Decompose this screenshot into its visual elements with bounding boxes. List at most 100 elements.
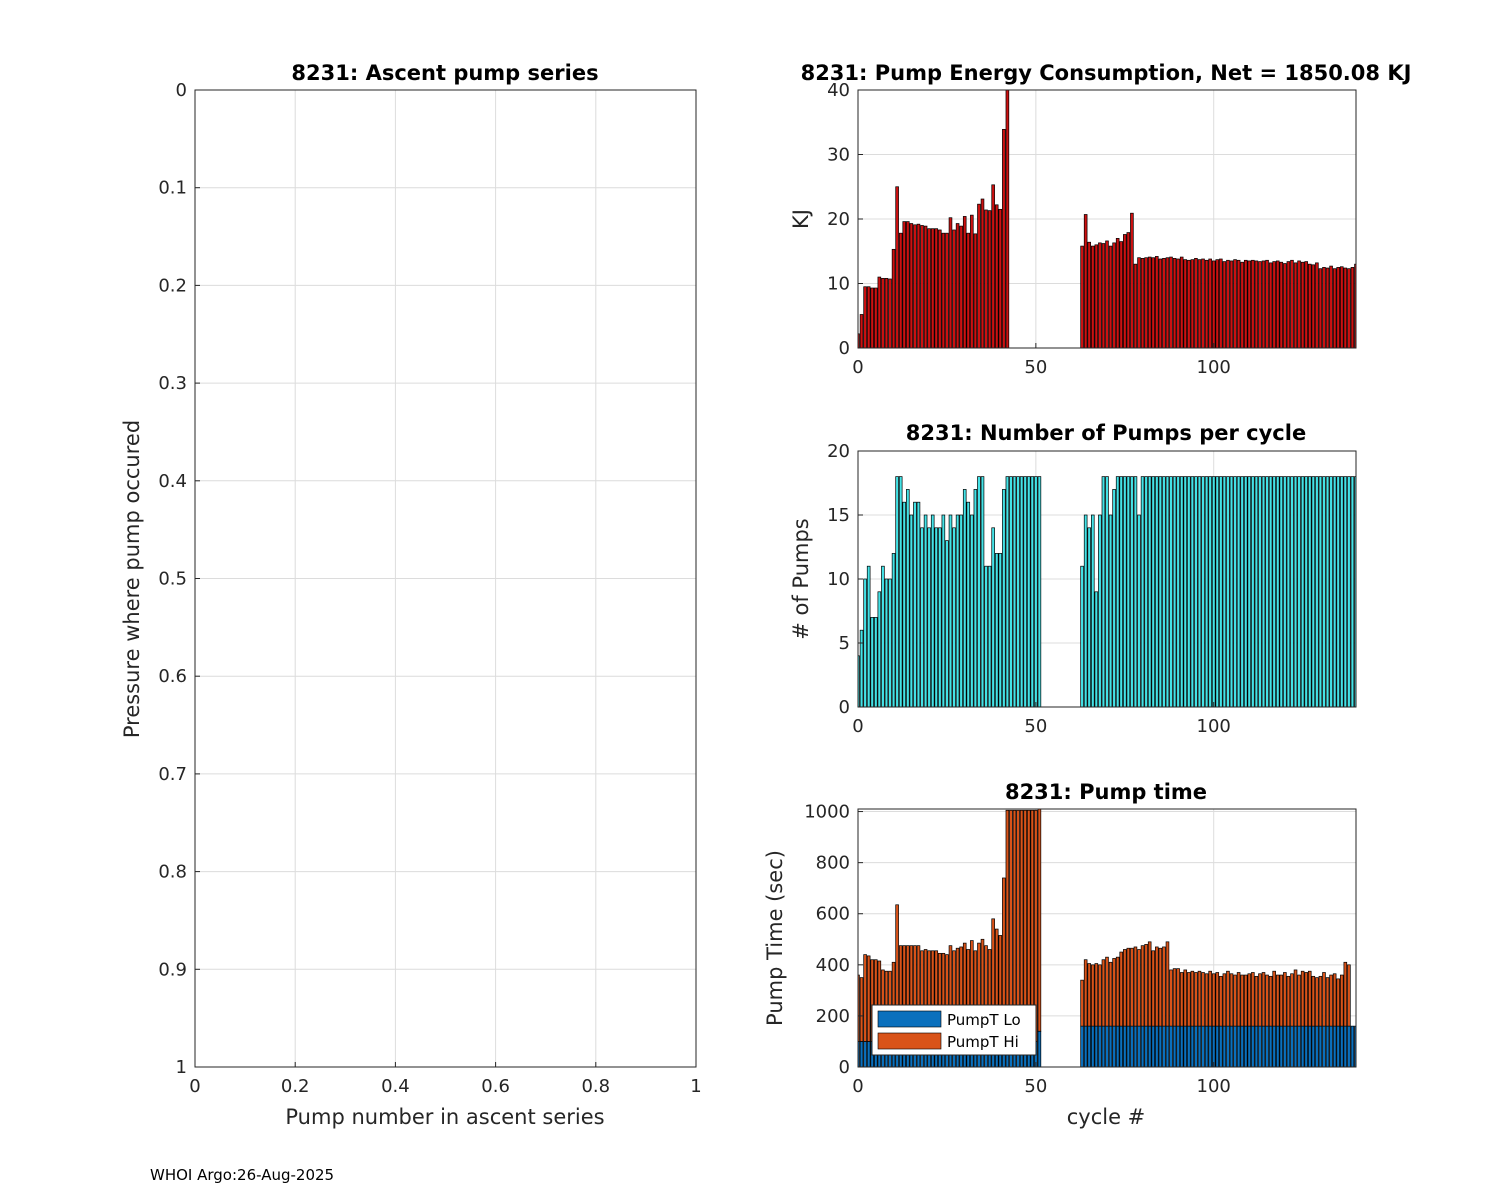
pumps-title: 8231: Number of Pumps per cycle (906, 421, 1306, 445)
pumpt-lo-bar (1219, 1025, 1223, 1068)
energy-bar (1147, 256, 1152, 349)
pumpt-hi-bar (1126, 947, 1131, 1027)
pumps-bar (1108, 514, 1113, 708)
pumps-bar (938, 527, 942, 708)
pumpt-hi-bar (1233, 974, 1237, 1027)
energy-bar (1119, 241, 1124, 349)
pumps-bar (1165, 476, 1170, 708)
energy-bar (1336, 267, 1340, 349)
energy-bar (1083, 214, 1088, 349)
pumps-bar (1211, 476, 1216, 708)
pumps-bar (1229, 476, 1234, 708)
pumps-bar (1080, 565, 1084, 708)
pumps-bar (977, 476, 981, 708)
pumps-bar (1283, 476, 1287, 708)
energy-bar (927, 228, 931, 349)
pumpt-lo-bar (1137, 1025, 1141, 1068)
pumps-bar (1236, 476, 1241, 708)
pumpt-hi-bar (1300, 970, 1305, 1027)
pumps-bar (1311, 476, 1316, 708)
pumpt-lo-bar (1126, 1025, 1131, 1068)
pumpt-hi-bar (1119, 951, 1124, 1027)
energy-bar (955, 223, 960, 349)
pumpt-hi-bar (1215, 972, 1220, 1027)
energy-bar (1258, 261, 1262, 349)
energy-bar (980, 198, 985, 349)
energy-bar (1347, 268, 1351, 349)
pumpt-hi-bar (1211, 973, 1216, 1027)
pumpt-lo-bar (1283, 1025, 1287, 1068)
ytick-label: 0.2 (158, 275, 187, 296)
energy-bar (1123, 234, 1127, 349)
pumpt-hi-bar (1293, 969, 1298, 1027)
pumps-bar (1016, 476, 1020, 708)
pumps-bar (1226, 476, 1230, 708)
pumpt-lo-bar (1151, 1025, 1156, 1068)
energy-bar (913, 224, 917, 349)
energy-bars (857, 89, 1357, 349)
pumps-bar (1034, 476, 1038, 708)
pumps-bar (1137, 514, 1141, 708)
pumps-bar (952, 527, 956, 708)
energy-bar (987, 210, 992, 349)
pumps-bar (1279, 476, 1284, 708)
pumps-bar (984, 565, 988, 708)
energy-bar (881, 277, 885, 349)
energy-bar (1254, 260, 1259, 349)
energy-axes: 0 50 100 0 10 20 30 40 8231: Pump Energy Consum… (789, 61, 1411, 378)
energy-bar (874, 287, 878, 349)
pumpt-hi-bar (1123, 949, 1127, 1027)
pumps-bar (1140, 476, 1145, 708)
energy-bar (1169, 256, 1173, 349)
pumpt-lo-bar (1236, 1025, 1241, 1068)
energy-bar (1098, 242, 1102, 349)
energy-bar (984, 209, 988, 349)
energy-bar (952, 229, 956, 349)
energy-bar (866, 286, 871, 349)
energy-bar (1194, 257, 1198, 349)
pumpt-lo-bar (1169, 1025, 1173, 1068)
pumpt-hi-bar (1115, 956, 1120, 1027)
pumps-bar (1322, 476, 1326, 708)
ytick-label: 15 (827, 505, 850, 526)
legend-swatch-hi (877, 1032, 942, 1050)
pumps-bar (1183, 476, 1188, 708)
pumpt-hi-bar (1190, 970, 1195, 1027)
pumpt-lo-bar (1098, 1025, 1102, 1068)
pumpt-hi-bar (1236, 972, 1241, 1027)
ytick-label: 0.5 (158, 569, 187, 590)
pumps-bar (1119, 476, 1124, 708)
energy-bar (1176, 258, 1180, 349)
pumpt-lo-bar (1226, 1025, 1230, 1068)
pumpt-hi-bar (863, 954, 867, 1042)
ytick-label: 0.3 (158, 373, 187, 394)
pumps-bar (1297, 476, 1301, 708)
pumps-bar (927, 527, 931, 708)
pumpt-hi-bar (1165, 941, 1170, 1027)
pumpt-lo-bar (1162, 1025, 1166, 1068)
energy-bar (994, 204, 999, 349)
pumpt-hi-bar (1151, 950, 1156, 1027)
pumps-bar (934, 527, 939, 708)
xtick-label: 0.4 (381, 1076, 410, 1097)
pumpt-lo-bar (1147, 1025, 1152, 1068)
energy-bar (1251, 259, 1255, 349)
energy-bar (1108, 245, 1113, 349)
pumps-bar (959, 514, 963, 708)
energy-bar (916, 223, 921, 349)
energy-bar (1311, 264, 1316, 349)
pumps-bar (945, 540, 949, 708)
pumps-bar (898, 476, 903, 708)
pumps-bar (874, 617, 878, 708)
pumps-bar (1251, 476, 1255, 708)
pumps-bar (891, 553, 896, 708)
pumpt-lo-bar (1265, 1025, 1269, 1068)
energy-bar (1233, 259, 1237, 349)
pumpt-lo-bar (1329, 1025, 1333, 1068)
energy-bar (920, 225, 924, 349)
pumpt-lo-bar (863, 1041, 867, 1068)
energy-bar (1293, 262, 1298, 349)
pumpt-hi-bar (1315, 977, 1319, 1027)
ascent-title: 8231: Ascent pump series (291, 61, 598, 85)
energy-bar (1318, 268, 1323, 349)
